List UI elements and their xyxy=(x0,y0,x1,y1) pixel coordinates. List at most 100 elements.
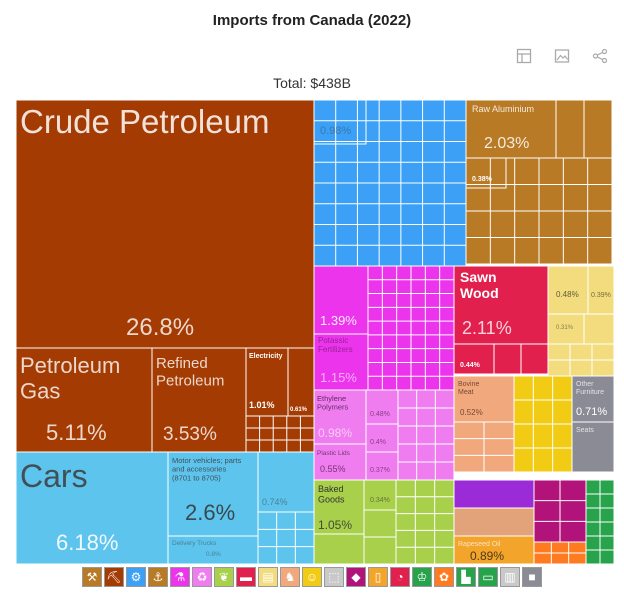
tile-name-17: Plastic Lids xyxy=(317,450,351,457)
tile-metals-small[interactable] xyxy=(465,157,507,189)
cow-icon-glyph: ♞ xyxy=(284,570,296,584)
recycle-icon-glyph: ♻ xyxy=(196,570,208,584)
recycle-icon[interactable]: ♻ xyxy=(192,567,212,587)
tile-share-18: 0.37% xyxy=(370,467,390,474)
bread-icon-glyph: ■ xyxy=(528,570,536,584)
tile-share-9: 0.98% xyxy=(320,125,351,137)
tile-plastics-a[interactable] xyxy=(365,389,399,425)
tile-share-7: 0.74% xyxy=(262,497,288,507)
tile-share-2: 3.53% xyxy=(163,424,217,445)
bread-icon[interactable]: ■ xyxy=(522,567,542,587)
tile-cars[interactable] xyxy=(15,451,169,565)
hammer-icon[interactable]: ⚒ xyxy=(82,567,102,587)
tile-food-b[interactable] xyxy=(313,533,365,565)
tile-name-14: Ethylene Polymers xyxy=(317,394,349,412)
cow-icon[interactable]: ♞ xyxy=(280,567,300,587)
share-icon[interactable] xyxy=(590,46,610,66)
tile-share-25: 0.71% xyxy=(576,406,607,418)
wheat-icon[interactable]: ✿ xyxy=(434,567,454,587)
crate-icon[interactable]: ▥ xyxy=(500,567,520,587)
tile-share-13: 1.15% xyxy=(320,370,357,385)
tile-other-furniture[interactable] xyxy=(571,375,615,423)
image-icon[interactable] xyxy=(552,46,572,66)
tile-transport-small-group[interactable] xyxy=(257,511,315,565)
tile-name-10: Raw Aluminium xyxy=(472,104,534,114)
tile-seats[interactable] xyxy=(571,421,615,473)
tile-share-12: 1.39% xyxy=(320,313,357,328)
tile-name-6: Motor vehicles; parts and accessories (870… xyxy=(172,456,241,482)
tile-name-24: Bovine Meat xyxy=(458,381,480,396)
total-label: Total: $438B xyxy=(273,75,351,91)
tile-bovine-meat[interactable] xyxy=(453,375,515,423)
pickaxe-icon[interactable]: ⛏ xyxy=(104,567,124,587)
tile-share-14: 0.98% xyxy=(318,426,352,440)
anvil-icon[interactable]: ⚓ xyxy=(148,567,168,587)
gauge-icon-glyph: ◔ xyxy=(396,570,404,584)
flask-icon-glyph: ⚗ xyxy=(174,570,186,584)
gem-icon[interactable]: ◆ xyxy=(346,567,366,587)
gear-icon-glyph: ⚙ xyxy=(130,570,142,584)
smile-icon[interactable]: ☺ xyxy=(302,567,322,587)
tile-name-29: Rapeseed Oil xyxy=(458,541,501,548)
tile-name-8: Delivery Trucks xyxy=(172,540,217,547)
tile-vegetable-a[interactable] xyxy=(453,507,535,537)
tile-wood-small[interactable] xyxy=(453,343,495,375)
tile-plastic-lids[interactable] xyxy=(313,443,367,481)
tile-name-3: Electricity xyxy=(249,353,283,360)
tile-plastics-b[interactable] xyxy=(365,423,399,453)
tile-potassic-fertilizers[interactable] xyxy=(313,333,369,391)
paper-icon-glyph: ▤ xyxy=(262,570,274,584)
table-icon[interactable] xyxy=(514,46,534,66)
tile-share-6: 2.6% xyxy=(185,500,235,525)
tile-name-25: Other Furniture xyxy=(576,381,604,396)
chart-title: Imports from Canada (2022) xyxy=(212,12,412,29)
tile-stone-a[interactable] xyxy=(453,479,535,509)
tile-share-4: 0.61% xyxy=(290,407,308,413)
tile-electricity[interactable] xyxy=(245,347,289,417)
tile-machinery-top[interactable] xyxy=(313,99,367,145)
paper-icon[interactable]: ▤ xyxy=(258,567,278,587)
tile-chemicals-top[interactable] xyxy=(313,265,369,335)
tile-delivery-trucks[interactable] xyxy=(167,535,259,565)
tile-share-3: 1.01% xyxy=(249,400,275,410)
tile-raw-aluminium[interactable] xyxy=(465,99,557,159)
gem-icon-glyph: ◆ xyxy=(351,570,361,584)
tile-mineral-small-group[interactable] xyxy=(245,415,315,453)
tile-refined-petroleum[interactable] xyxy=(151,347,247,453)
tile-baked-goods[interactable] xyxy=(313,479,365,535)
tile-share-15: 0.48% xyxy=(370,411,390,418)
pickaxe-icon-glyph: ⛏ xyxy=(106,570,122,584)
tile-share-1: 5.11% xyxy=(46,420,107,445)
crate-icon-glyph: ▥ xyxy=(504,570,516,584)
boot-icon-glyph: ▙ xyxy=(461,570,471,584)
tile-food-a[interactable] xyxy=(363,479,397,511)
tile-paper-d[interactable] xyxy=(583,313,615,345)
bottle-icon[interactable]: ▯ xyxy=(368,567,388,587)
tile-share-27: 1.05% xyxy=(318,518,352,532)
leaf-icon[interactable]: ❦ xyxy=(214,567,234,587)
flask-icon[interactable]: ⚗ xyxy=(170,567,190,587)
tile-plastics-group[interactable] xyxy=(397,389,455,481)
tile-name-1: Petroleum Gas xyxy=(20,353,120,403)
gauge-icon[interactable]: ◔ xyxy=(390,567,410,587)
tile-plastics-c[interactable] xyxy=(365,451,399,481)
tile-share-22: 0.39% xyxy=(591,292,611,299)
tile-name-5: Cars xyxy=(20,458,88,494)
box-icon[interactable]: ⬚ xyxy=(324,567,344,587)
tile-food-group[interactable] xyxy=(395,479,455,565)
tile-mineral-small[interactable] xyxy=(287,347,315,417)
tile-crude-petroleum[interactable] xyxy=(15,99,315,349)
tile-share-11: 0.38% xyxy=(472,176,493,183)
tile-transport-mid[interactable] xyxy=(257,451,315,513)
tile-paper-b[interactable] xyxy=(587,265,615,315)
cars-icon-glyph: ▭ xyxy=(482,570,494,584)
boot-icon[interactable]: ▙ xyxy=(456,567,476,587)
car-icon[interactable]: ▬ xyxy=(236,567,256,587)
shirt-icon[interactable]: ♔ xyxy=(412,567,432,587)
cars-icon[interactable]: ▭ xyxy=(478,567,498,587)
gear-icon[interactable]: ⚙ xyxy=(126,567,146,587)
wheat-icon-glyph: ✿ xyxy=(438,570,450,584)
tile-name-27: Baked Goods xyxy=(318,484,345,504)
tile-share-23: 0.31% xyxy=(556,325,574,331)
